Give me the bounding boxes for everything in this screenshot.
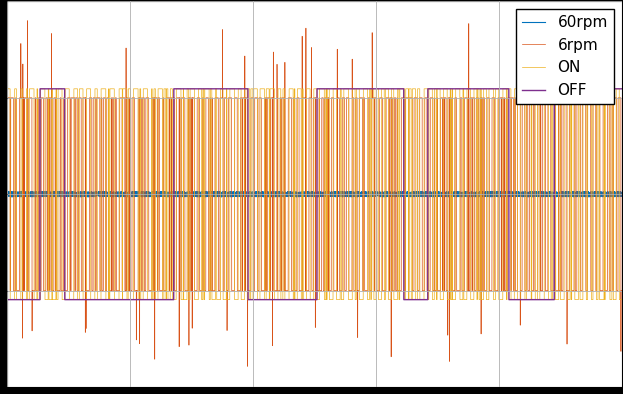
- Line: OFF: OFF: [7, 89, 622, 300]
- OFF: [304, 297, 312, 302]
- ON: [6, 297, 14, 302]
- 6rpm: [586, 95, 593, 100]
- ON: [124, 297, 131, 302]
- 6rpm: [24, 18, 31, 23]
- ON: [29, 86, 36, 91]
- ON: [3, 86, 11, 91]
- OFF: [40, 86, 47, 91]
- Line: ON: ON: [7, 89, 622, 300]
- Legend: 60rpm, 6rpm, ON, OFF: 60rpm, 6rpm, ON, OFF: [516, 9, 614, 104]
- 6rpm: [618, 288, 623, 293]
- ON: [6, 86, 14, 91]
- 60rpm: [29, 190, 36, 194]
- OFF: [6, 297, 14, 302]
- 60rpm: [40, 193, 47, 198]
- 60rpm: [100, 189, 108, 194]
- OFF: [585, 86, 592, 91]
- 60rpm: [124, 193, 131, 198]
- Line: 60rpm: 60rpm: [7, 191, 622, 197]
- 60rpm: [618, 191, 623, 196]
- OFF: [618, 86, 623, 91]
- ON: [40, 86, 47, 91]
- 6rpm: [304, 288, 312, 293]
- 60rpm: [6, 193, 14, 198]
- OFF: [36, 86, 44, 91]
- 6rpm: [3, 95, 11, 100]
- ON: [585, 86, 592, 91]
- 60rpm: [586, 191, 593, 196]
- 60rpm: [3, 193, 11, 197]
- 60rpm: [304, 193, 312, 198]
- OFF: [29, 297, 36, 302]
- 6rpm: [244, 364, 251, 369]
- 6rpm: [40, 288, 47, 293]
- 6rpm: [29, 288, 36, 293]
- 6rpm: [6, 95, 14, 100]
- ON: [304, 86, 312, 91]
- ON: [618, 297, 623, 302]
- OFF: [3, 297, 11, 302]
- OFF: [124, 297, 131, 302]
- 60rpm: [255, 194, 262, 199]
- 6rpm: [124, 95, 131, 100]
- Line: 6rpm: 6rpm: [7, 20, 622, 366]
